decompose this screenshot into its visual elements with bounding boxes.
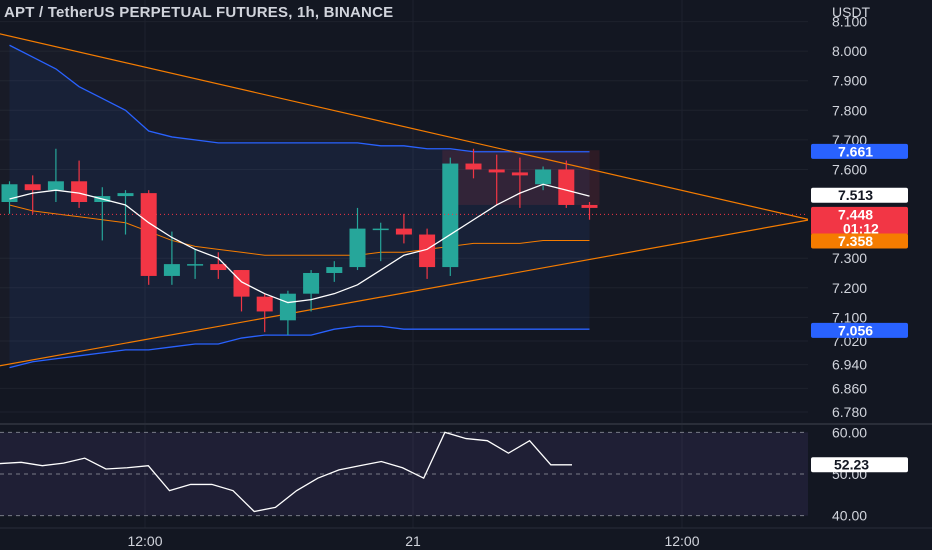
rsi-tick-label: 60.00 <box>832 424 867 440</box>
price-tick-label: 7.100 <box>832 309 867 325</box>
price-tick-label: 6.860 <box>832 380 867 396</box>
price-tick-label: 6.940 <box>832 357 867 373</box>
candle-body <box>140 193 157 276</box>
candle-body <box>511 172 528 176</box>
price-tag <box>811 322 908 338</box>
price-tick-label: 7.200 <box>832 280 867 296</box>
candle-body <box>47 181 64 191</box>
candle-body <box>233 270 250 297</box>
candle-body <box>303 272 320 294</box>
time-tick-label: 12:00 <box>664 533 699 549</box>
candle-body <box>256 296 273 312</box>
price-tag-label: 7.056 <box>838 322 873 338</box>
bollinger-lower-line <box>9 325 590 369</box>
candle-body <box>163 264 180 276</box>
candle-body <box>279 293 296 321</box>
price-tag-countdown: 01:12 <box>843 220 879 236</box>
moving-average-line <box>9 183 590 304</box>
bollinger-band-fill <box>9 45 590 368</box>
price-tag <box>811 143 908 159</box>
candle-body <box>71 181 88 202</box>
price-tag <box>811 187 908 203</box>
time-tick-label: 12:00 <box>127 533 162 549</box>
candle-body <box>117 193 134 197</box>
basis-line <box>9 204 590 256</box>
price-tag <box>811 206 908 235</box>
price-tick-label: 7.300 <box>832 250 867 266</box>
candle-body <box>1 184 18 202</box>
bollinger-upper-line <box>9 44 590 153</box>
price-tick-label: 7.900 <box>832 73 867 89</box>
rsi-current-tag <box>811 457 908 473</box>
candle-body <box>210 264 227 271</box>
candle-body <box>349 228 366 268</box>
highlight-box <box>442 150 600 205</box>
candle-body <box>442 163 459 268</box>
price-tick-label: 8.100 <box>832 14 867 30</box>
price-tag-label: 7.448 <box>838 206 873 222</box>
chart-title: APT / TetherUS PERPETUAL FUTURES, 1h, BI… <box>4 4 394 21</box>
price-tick-label: 7.600 <box>832 161 867 177</box>
candle-body <box>581 204 598 208</box>
price-tag-label: 7.661 <box>838 143 873 159</box>
rsi-current-label: 52.23 <box>834 457 869 473</box>
rsi-tick-label: 40.00 <box>832 508 867 524</box>
candle-body <box>465 163 482 170</box>
trendline-lower <box>0 219 811 367</box>
candle-body <box>395 228 412 235</box>
price-tick-label: 7.800 <box>832 102 867 118</box>
candle-body <box>419 234 436 268</box>
candle-body <box>372 228 389 231</box>
candle-body <box>326 267 343 273</box>
rsi-line <box>0 431 572 513</box>
price-tag-label: 7.358 <box>838 233 873 249</box>
trendline-upper <box>0 33 811 221</box>
candle-body <box>535 169 552 185</box>
candle-body <box>558 169 575 205</box>
candle-body <box>488 169 505 173</box>
candle-body <box>187 264 204 266</box>
time-tick-label: 21 <box>405 533 421 549</box>
price-tick-label: 7.700 <box>832 132 867 148</box>
price-tag <box>811 233 908 249</box>
price-tick-label: 6.780 <box>832 404 867 420</box>
currency-label: USDT <box>832 4 871 20</box>
price-tick-label: 8.000 <box>832 43 867 59</box>
price-tag-label: 7.513 <box>838 187 873 203</box>
candle-body <box>24 184 41 191</box>
triangle-pattern-fill <box>0 33 810 366</box>
